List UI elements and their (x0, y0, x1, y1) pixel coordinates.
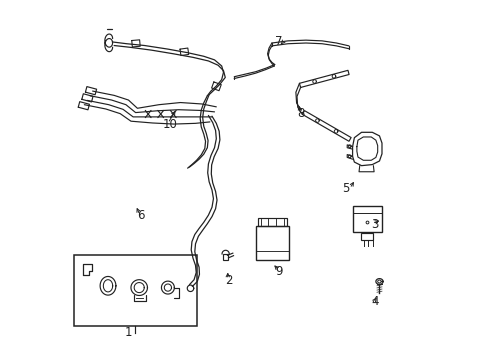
Text: 1: 1 (124, 326, 132, 339)
Text: 10: 10 (162, 118, 177, 131)
Bar (256, 226, 289, 260)
Text: 2: 2 (225, 274, 233, 287)
Text: 4: 4 (371, 296, 379, 309)
Bar (362, 233, 373, 240)
Bar (258, 219, 287, 226)
Text: 9: 9 (275, 265, 283, 278)
Text: 6: 6 (137, 210, 145, 222)
Bar (353, 206, 382, 232)
Text: 3: 3 (371, 218, 378, 231)
Text: 5: 5 (343, 183, 350, 195)
Bar (74, 255, 197, 326)
Bar (223, 254, 228, 260)
Text: 8: 8 (297, 107, 304, 120)
Text: 7: 7 (275, 35, 283, 49)
